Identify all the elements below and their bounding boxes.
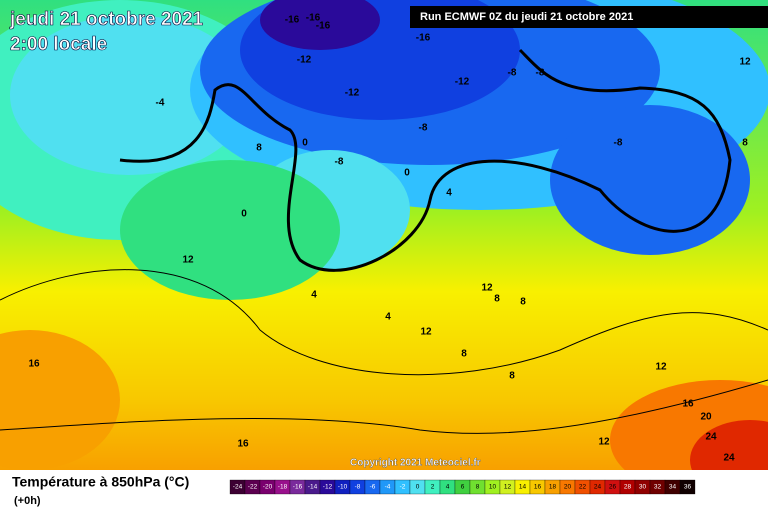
zero-isotherm (119, 48, 732, 272)
temp-zone (0, 330, 120, 470)
contour-label: -12 (345, 88, 360, 99)
contour-label: 8 (509, 371, 515, 382)
contour-label: 0 (404, 168, 410, 179)
legend-tick-label: -16 (293, 484, 303, 491)
contour-label: -8 (536, 68, 545, 79)
temp-zone (10, 15, 250, 175)
temp-zone (690, 420, 768, 470)
legend-tick-label: -20 (263, 484, 273, 491)
legend-tick-label: 2 (431, 484, 435, 491)
legend-tick-label: -24 (233, 484, 243, 491)
legend-tick-label: 0 (416, 484, 420, 491)
legend-tick-label: -22 (248, 484, 258, 491)
color-swatch (679, 479, 696, 495)
contour-label: 12 (655, 362, 667, 373)
coastline (0, 379, 768, 434)
legend-tick-label: 12 (504, 484, 512, 491)
legend-tick-label: 18 (549, 484, 557, 491)
legend-tick-label: -18 (278, 484, 288, 491)
legend-tick-label: 16 (534, 484, 542, 491)
legend-tick-label: 36 (684, 484, 692, 491)
time-label: 2:00 locale (10, 34, 107, 55)
contour-label: 0 (302, 138, 308, 149)
temp-zone (120, 160, 340, 300)
contour-label: 12 (481, 283, 493, 294)
contour-label: -16 (316, 21, 331, 32)
legend-tick-label: 8 (476, 484, 480, 491)
contour-label: 16 (237, 439, 249, 450)
contour-label: 8 (520, 297, 526, 308)
legend-tick-label: -8 (355, 484, 361, 491)
legend: Température à 850hPa (°C) (+0h) -24 -22 -2… (12, 474, 696, 507)
contour-label: 16 (682, 399, 694, 410)
copyright: Copyright 2021 Meteociel.fr (350, 458, 481, 469)
contour-label: 8 (461, 349, 467, 360)
contour-label: 4 (385, 312, 391, 323)
coastline (0, 269, 768, 376)
contour-label: 24 (705, 432, 717, 443)
contour-label: -4 (156, 98, 165, 109)
contour-label: -8 (419, 123, 428, 134)
legend-tick-label: 32 (654, 484, 662, 491)
legend-tick-label: 24 (594, 484, 602, 491)
legend-tick-label: 30 (639, 484, 647, 491)
legend-tick-label: 28 (624, 484, 632, 491)
legend-title: Température à 850hPa (°C) (12, 474, 189, 490)
contour-label: -16 (285, 15, 300, 26)
contour-label: 8 (742, 138, 748, 149)
legend-tick-label: -14 (308, 484, 318, 491)
legend-tick-label: -4 (385, 484, 391, 491)
contour-label: -12 (455, 77, 470, 88)
contour-label: 24 (723, 453, 735, 464)
contour-label: -8 (508, 68, 517, 79)
date-label: jeudi 21 octobre 2021 (9, 9, 204, 30)
contour-label: -8 (614, 138, 623, 149)
contour-label: -8 (335, 157, 344, 168)
legend-step: (+0h) (14, 495, 41, 507)
temp-zone (550, 105, 750, 255)
contour-label: 4 (311, 290, 317, 301)
run-banner (410, 6, 768, 28)
legend-tick-label: 4 (446, 484, 450, 491)
legend-tick-label: 6 (461, 484, 465, 491)
contour-label: 12 (739, 57, 751, 68)
legend-tick-label: 20 (564, 484, 572, 491)
contour-label: 12 (182, 255, 194, 266)
legend-tick-label: -12 (323, 484, 333, 491)
map: Run ECMWF 0Z du jeudi 21 octobre 2021 je… (0, 0, 768, 470)
legend-tick-label: -10 (338, 484, 348, 491)
legend-tick-label: -2 (400, 484, 406, 491)
contour-label: 4 (446, 188, 452, 199)
contour-label: 8 (494, 294, 500, 305)
run-label: Run ECMWF 0Z du jeudi 21 octobre 2021 (420, 11, 633, 23)
legend-tick-label: 10 (489, 484, 497, 491)
contour-label: 8 (256, 143, 262, 154)
legend-tick-label: 22 (579, 484, 587, 491)
contour-label: -16 (306, 13, 321, 24)
contour-label: 16 (28, 359, 40, 370)
temp-zone (260, 0, 380, 50)
contour-label: 12 (420, 327, 432, 338)
contour-label: -16 (416, 33, 431, 44)
contour-label: 20 (700, 412, 712, 423)
legend-tick-label: 14 (519, 484, 527, 491)
contour-label: -12 (297, 55, 312, 66)
legend-tick-label: 34 (669, 484, 677, 491)
legend-tick-label: 26 (609, 484, 617, 491)
legend-tick-label: -6 (370, 484, 376, 491)
contour-label: 12 (598, 437, 610, 448)
contour-label: 0 (241, 209, 247, 220)
